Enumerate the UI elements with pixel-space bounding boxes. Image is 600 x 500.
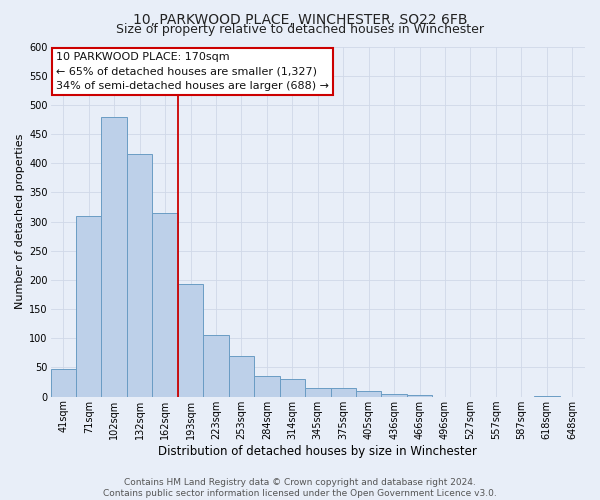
Text: Contains HM Land Registry data © Crown copyright and database right 2024.
Contai: Contains HM Land Registry data © Crown c… (103, 478, 497, 498)
Bar (331, 388, 356, 396)
Bar (127, 154, 152, 396)
Bar (280, 379, 305, 396)
Bar (101, 116, 127, 396)
Bar (152, 213, 178, 396)
Text: 10 PARKWOOD PLACE: 170sqm
← 65% of detached houses are smaller (1,327)
34% of se: 10 PARKWOOD PLACE: 170sqm ← 65% of detac… (56, 52, 329, 92)
Text: Size of property relative to detached houses in Winchester: Size of property relative to detached ho… (116, 22, 484, 36)
Bar (203, 336, 229, 396)
Bar (356, 392, 382, 396)
Bar (305, 388, 331, 396)
Bar (229, 356, 254, 397)
X-axis label: Distribution of detached houses by size in Winchester: Distribution of detached houses by size … (158, 444, 477, 458)
Bar (178, 284, 203, 397)
Bar (382, 394, 407, 396)
Text: 10, PARKWOOD PLACE, WINCHESTER, SO22 6FB: 10, PARKWOOD PLACE, WINCHESTER, SO22 6FB (133, 12, 467, 26)
Bar (76, 216, 101, 396)
Bar (50, 369, 76, 396)
Y-axis label: Number of detached properties: Number of detached properties (15, 134, 25, 310)
Bar (254, 376, 280, 396)
